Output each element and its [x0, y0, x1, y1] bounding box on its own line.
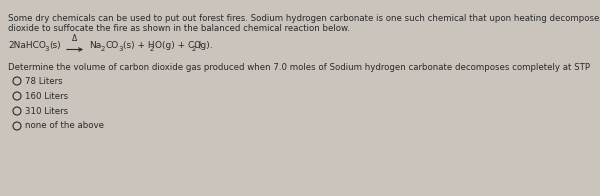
Text: 2: 2: [150, 46, 154, 52]
Text: 3: 3: [44, 46, 49, 52]
Text: 2: 2: [192, 46, 196, 52]
Text: (s) + H: (s) + H: [123, 41, 155, 50]
Text: dioxide to suffocate the fire as shown in the balanced chemical reaction below.: dioxide to suffocate the fire as shown i…: [8, 24, 350, 33]
Text: none of the above: none of the above: [25, 122, 104, 131]
Text: O(g) + CO: O(g) + CO: [155, 41, 201, 50]
Text: (g).: (g).: [197, 41, 212, 50]
Text: 3: 3: [118, 46, 122, 52]
Text: Δ: Δ: [73, 34, 77, 43]
Text: (s): (s): [49, 41, 61, 50]
Text: Determine the volume of carbon dioxide gas produced when 7.0 moles of Sodium hyd: Determine the volume of carbon dioxide g…: [8, 63, 590, 72]
Text: 310 Liters: 310 Liters: [25, 106, 68, 115]
Text: Na: Na: [89, 41, 101, 50]
Text: 160 Liters: 160 Liters: [25, 92, 68, 101]
Text: 78 Liters: 78 Liters: [25, 76, 62, 85]
Text: 2: 2: [101, 46, 106, 52]
Text: Some dry chemicals can be used to put out forest fires. Sodium hydrogen carbonat: Some dry chemicals can be used to put ou…: [8, 14, 600, 23]
Text: 2NaHCO: 2NaHCO: [8, 41, 46, 50]
Text: CO: CO: [106, 41, 119, 50]
